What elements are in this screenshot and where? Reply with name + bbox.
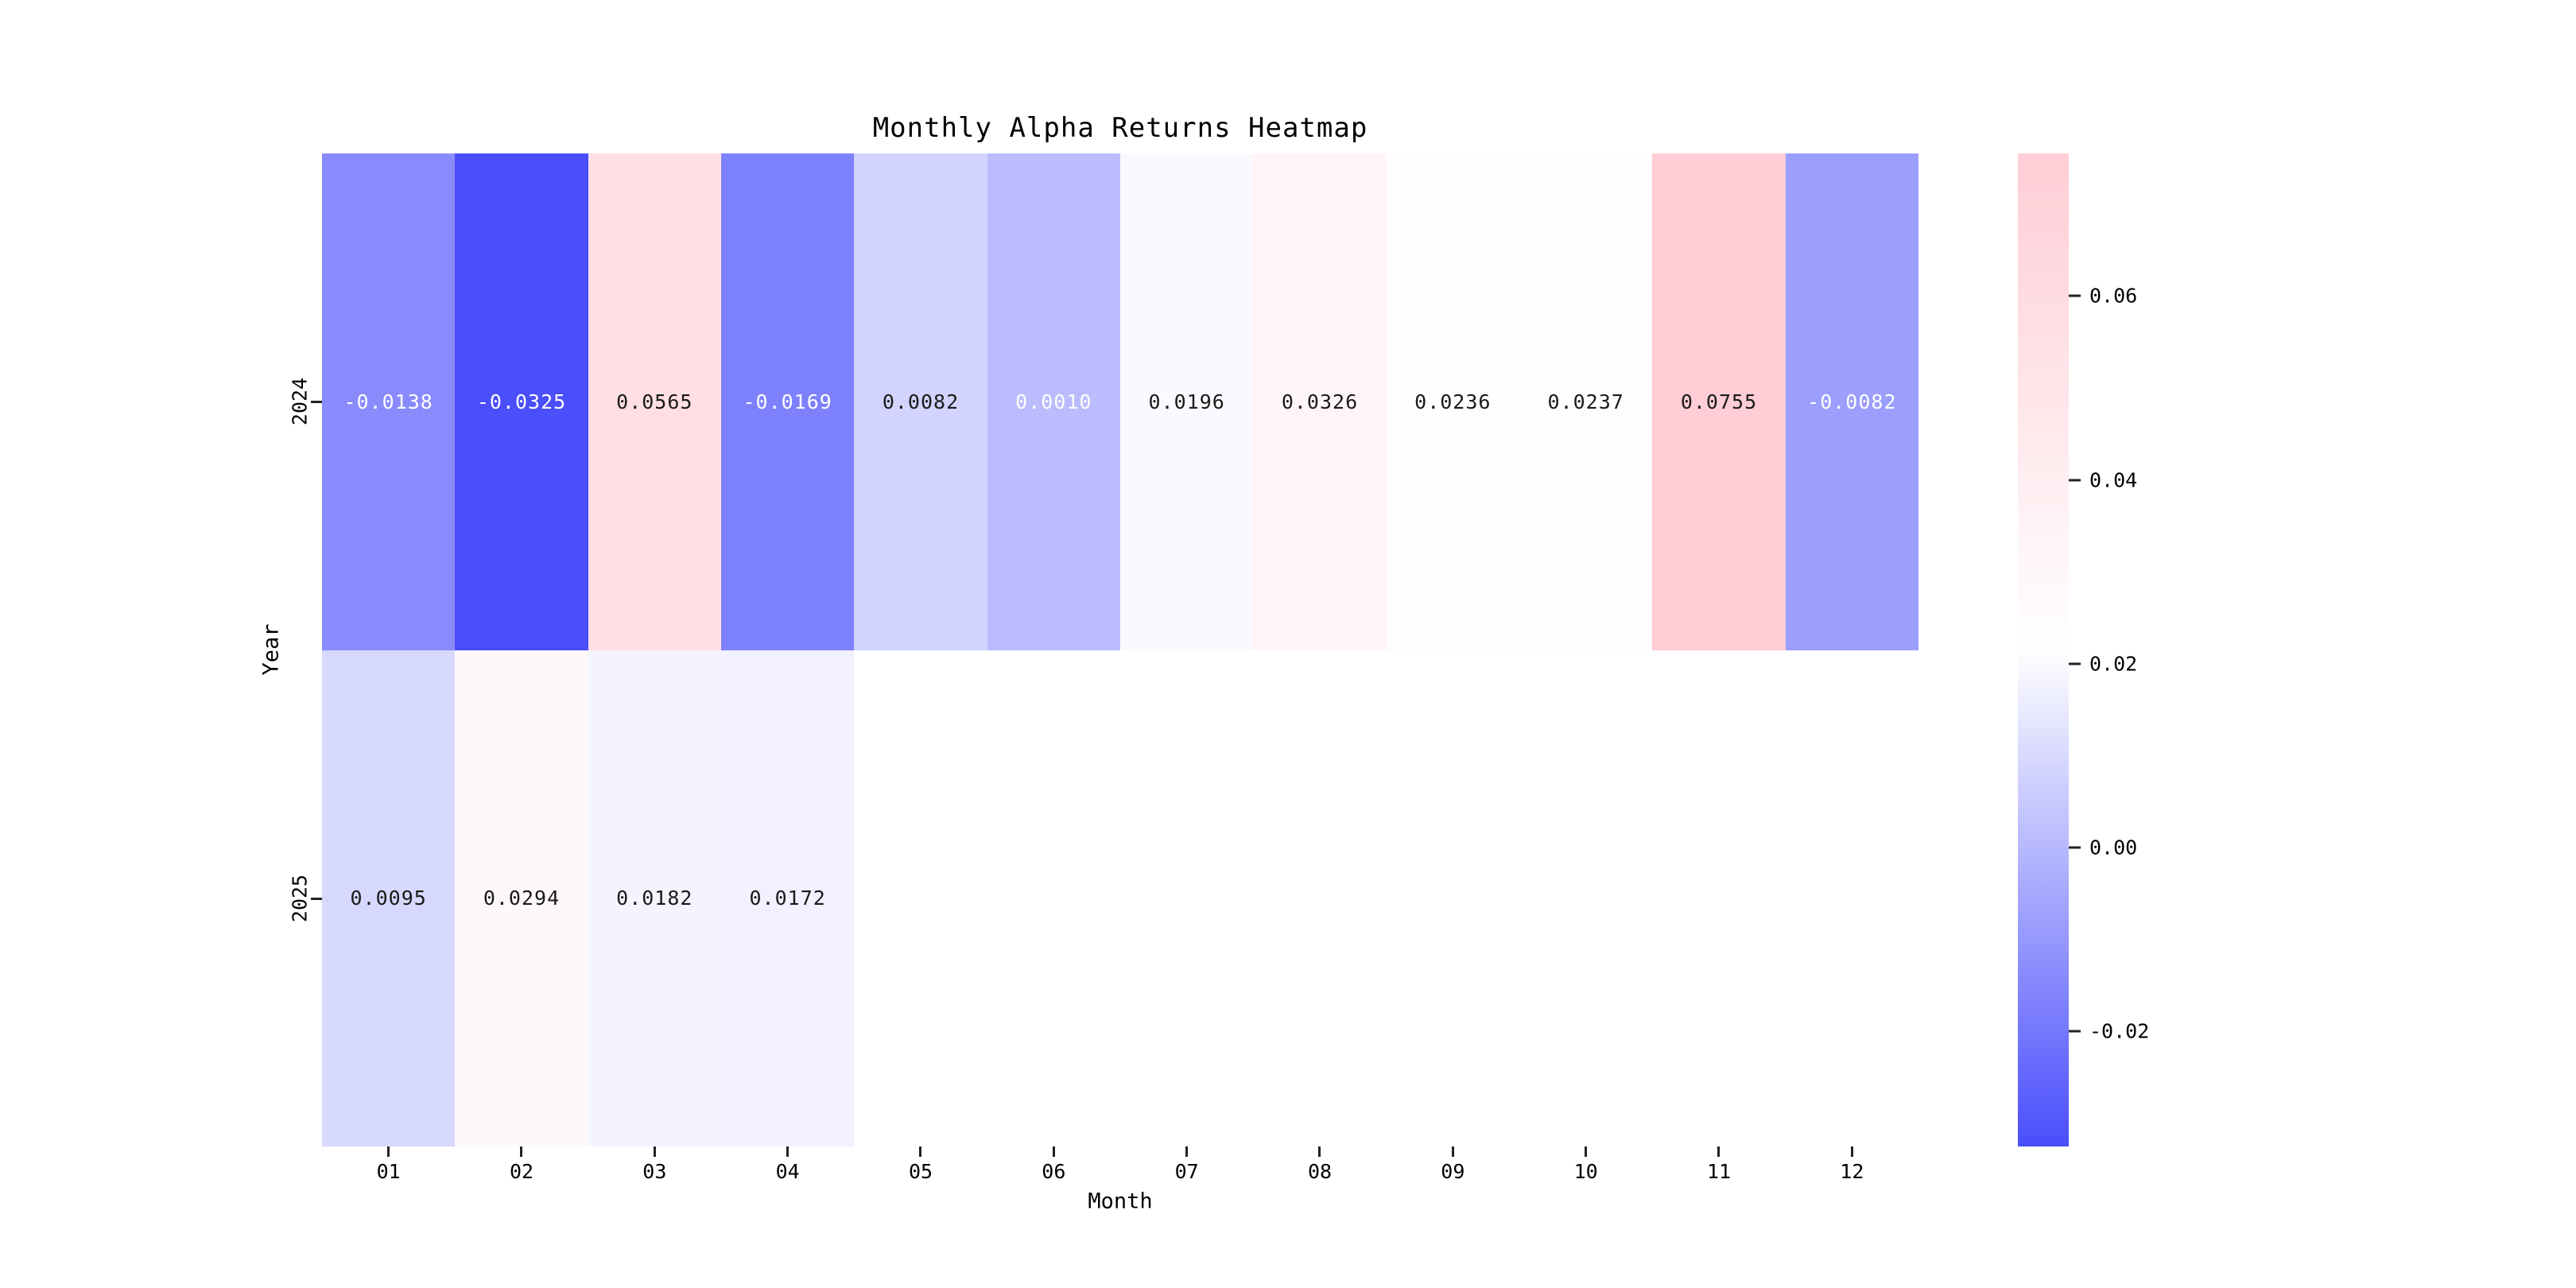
heatmap-cell [1386,650,1519,1146]
x-tick-mark [1185,1146,1189,1157]
heatmap-cell: -0.0325 [455,153,588,650]
cell-value: 0.0172 [749,886,826,910]
heatmap-cell [1519,650,1653,1146]
heatmap-cell: -0.0169 [720,153,855,650]
colorbar-tick-label: 0.00 [2089,836,2138,859]
x-tick-label: 11 [1706,1160,1732,1183]
y-tick-label: 2024 [288,377,312,426]
x-tick-label: 04 [775,1160,800,1183]
colorbar-tick-label: -0.02 [2089,1019,2150,1043]
y-tick-mark [311,898,322,900]
x-tick-mark [1052,1146,1055,1157]
cell-value: 0.0010 [1015,390,1092,413]
x-tick-mark [387,1146,390,1157]
x-axis-label: Month [1088,1189,1153,1214]
cell-value: 0.0565 [616,390,693,413]
heatmap-cell: 0.0565 [588,153,721,650]
x-tick: 11 [1652,1146,1785,1183]
x-tick-mark [1717,1146,1721,1157]
x-tick-mark [1850,1146,1853,1157]
cell-value: 0.0236 [1414,390,1492,413]
colorbar-gradient [2018,153,2069,1146]
x-tick: 12 [1786,1146,1918,1183]
x-tick-mark [919,1146,922,1157]
colorbar-tick-mark [2069,479,2081,482]
x-tick-mark [1451,1146,1454,1157]
x-tick-label: 12 [1840,1160,1864,1183]
x-tick: 03 [588,1146,721,1183]
x-tick-label: 06 [1042,1160,1066,1183]
heatmap-cell [854,650,987,1146]
y-tick-label: 2025 [288,874,312,923]
heatmap-cell: 0.0182 [588,650,721,1146]
colorbar-tick-mark [2069,846,2081,849]
x-tick-label: 10 [1573,1160,1598,1183]
heatmap-cell: 0.0236 [1386,153,1519,650]
cell-value: 0.0182 [616,886,693,910]
heatmap-cell [1253,650,1387,1146]
heatmap-cell: -0.0082 [1785,153,1918,650]
heatmap-cell: 0.0172 [720,650,855,1146]
x-tick: 05 [854,1146,987,1183]
x-tick: 09 [1387,1146,1519,1183]
y-tick-mark [311,401,322,403]
colorbar-tick-label: 0.06 [2089,284,2138,308]
x-tick-label: 07 [1174,1160,1199,1183]
x-tick-mark [1585,1146,1588,1157]
heatmap-cell [1652,650,1786,1146]
x-tick-label: 09 [1441,1160,1465,1183]
x-tick: 04 [721,1146,854,1183]
cell-value: 0.0237 [1547,390,1624,413]
x-tick-label: 02 [509,1160,534,1183]
x-tick-label: 03 [642,1160,667,1183]
x-tick: 02 [455,1146,588,1183]
heatmap-cell: 0.0095 [322,650,456,1146]
x-axis-ticks: 01 02 03 04 05 06 07 08 09 10 11 12 [322,1146,1918,1183]
cell-value: 0.0294 [483,886,561,910]
x-tick-label: 01 [376,1160,401,1183]
cell-value: -0.0138 [343,390,433,413]
heatmap-cell: 0.0082 [854,153,987,650]
cell-value: 0.0326 [1281,390,1359,413]
x-tick: 08 [1253,1146,1386,1183]
x-tick-mark [653,1146,656,1157]
heatmap-cell: 0.0294 [455,650,588,1146]
x-tick: 07 [1120,1146,1253,1183]
colorbar: 0.06 0.04 0.02 0.00 -0.02 [2018,153,2149,1146]
heatmap: -0.0138 -0.0325 0.0565 -0.0169 0.0082 0.0010 0… [322,153,1918,1146]
y-axis-label: Year [258,623,284,676]
x-tick: 01 [322,1146,455,1183]
x-tick: 10 [1519,1146,1652,1183]
colorbar-tick-mark [2069,1030,2081,1033]
cell-value: -0.0082 [1807,390,1897,413]
heatmap-cell [1119,650,1254,1146]
heatmap-cell [1785,650,1918,1146]
heatmap-cell: 0.0755 [1652,153,1786,650]
colorbar-tick-mark [2069,662,2081,665]
colorbar-tick-label: 0.02 [2089,652,2138,676]
heatmap-cell: -0.0138 [322,153,456,650]
heatmap-cell: 0.0326 [1253,153,1387,650]
heatmap-cell: 0.0196 [1119,153,1254,650]
heatmap-cell: 0.0010 [987,153,1120,650]
x-tick-mark [1318,1146,1321,1157]
cell-value: 0.0196 [1148,390,1225,413]
cell-value: 0.0082 [882,390,960,413]
heatmap-cell [987,650,1120,1146]
x-tick-label: 08 [1307,1160,1333,1183]
chart-title: Monthly Alpha Returns Heatmap [872,112,1368,144]
colorbar-tick-label: 0.04 [2089,468,2138,492]
x-tick-mark [520,1146,523,1157]
colorbar-tick-mark [2069,294,2081,297]
x-tick-label: 05 [908,1160,933,1183]
heatmap-cell: 0.0237 [1519,153,1653,650]
x-tick: 06 [987,1146,1120,1183]
cell-value: -0.0325 [476,390,567,413]
cell-value: 0.0095 [350,886,427,910]
x-tick-mark [786,1146,789,1157]
cell-value: -0.0169 [743,390,832,413]
cell-value: 0.0755 [1680,390,1758,413]
